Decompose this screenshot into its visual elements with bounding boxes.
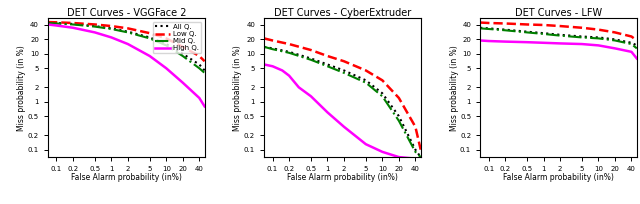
Title: DET Curves - CyberExtruder: DET Curves - CyberExtruder (274, 8, 411, 18)
Y-axis label: Miss probability (in %): Miss probability (in %) (449, 45, 458, 131)
X-axis label: False Alarm probability (in%): False Alarm probability (in%) (287, 173, 398, 183)
Title: DET Curves - LFW: DET Curves - LFW (515, 8, 602, 18)
Y-axis label: Miss probability (in %): Miss probability (in %) (234, 45, 243, 131)
X-axis label: False Alarm probability (in%): False Alarm probability (in%) (71, 173, 182, 183)
Legend: All Q., Low Q., Mid Q., High Q.: All Q., Low Q., Mid Q., High Q. (153, 22, 201, 53)
X-axis label: False Alarm probability (in%): False Alarm probability (in%) (503, 173, 614, 183)
Y-axis label: Miss probability (in %): Miss probability (in %) (17, 45, 26, 131)
Title: DET Curves - VGGFace 2: DET Curves - VGGFace 2 (67, 8, 186, 18)
